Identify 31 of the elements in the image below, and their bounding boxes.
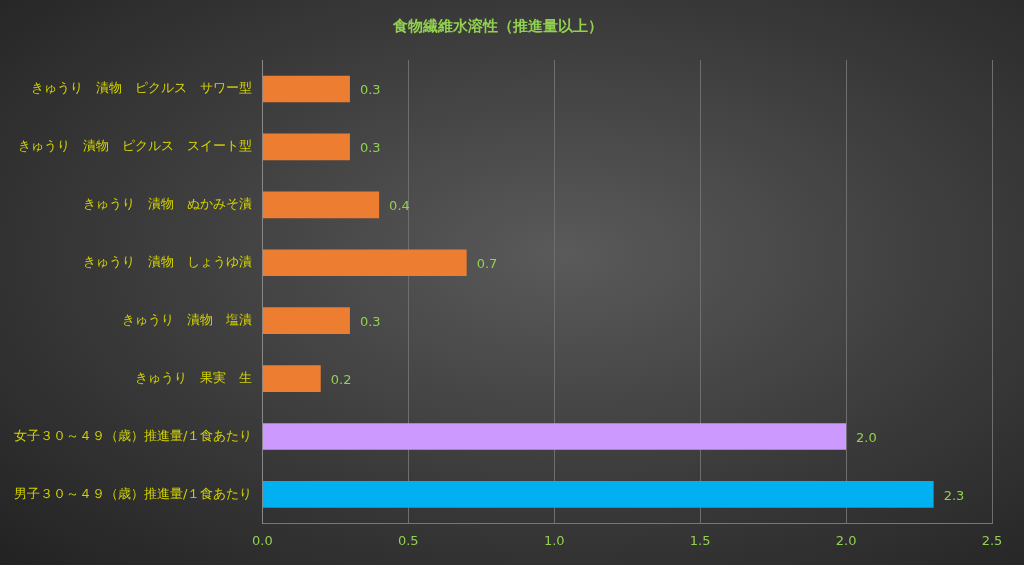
x-tick-label: 2.5	[981, 532, 1003, 548]
data-label: 0.2	[330, 371, 352, 387]
data-label: 0.3	[359, 140, 381, 156]
x-tick-label: 1.5	[689, 532, 711, 548]
y-tick-label: きゅうり 漬物 ピクルス サワー型	[31, 80, 253, 96]
y-tick-label: きゅうり 果実 生	[135, 369, 253, 385]
bar	[262, 481, 934, 508]
y-tick-label: 男子３０～４９（歳）推進量/１食あたり	[13, 485, 253, 501]
bar	[262, 191, 380, 219]
x-tick-label: 0.5	[397, 532, 419, 548]
data-label: 0.3	[359, 314, 381, 330]
chart-title: 食物繊維水溶性（推進量以上）	[392, 16, 603, 35]
bar	[262, 133, 350, 161]
bar	[262, 307, 350, 334]
data-label: 2.0	[856, 429, 877, 445]
bar	[262, 365, 321, 392]
bar	[262, 423, 847, 450]
y-tick-label: きゅうり 漬物 しょうゆ漬	[83, 254, 253, 270]
x-tick-label: 1.0	[543, 532, 565, 548]
data-label: 0.4	[389, 198, 410, 214]
bar	[262, 75, 350, 103]
y-tick-label: きゅうり 漬物 ピクルス スイート型	[18, 138, 253, 154]
data-label: 2.3	[943, 487, 965, 503]
y-tick-label: 女子３０～４９（歳）推進量/１食あたり	[13, 427, 253, 443]
data-label: 0.7	[476, 256, 498, 272]
y-tick-label: きゅうり 漬物 ぬかみそ漬	[83, 196, 253, 212]
y-tick-label: きゅうり 漬物 塩漬	[122, 312, 253, 328]
data-label: 0.3	[359, 82, 381, 98]
bar	[262, 249, 467, 277]
x-tick-label: 0.0	[252, 532, 273, 548]
x-tick-label: 2.0	[835, 532, 857, 548]
